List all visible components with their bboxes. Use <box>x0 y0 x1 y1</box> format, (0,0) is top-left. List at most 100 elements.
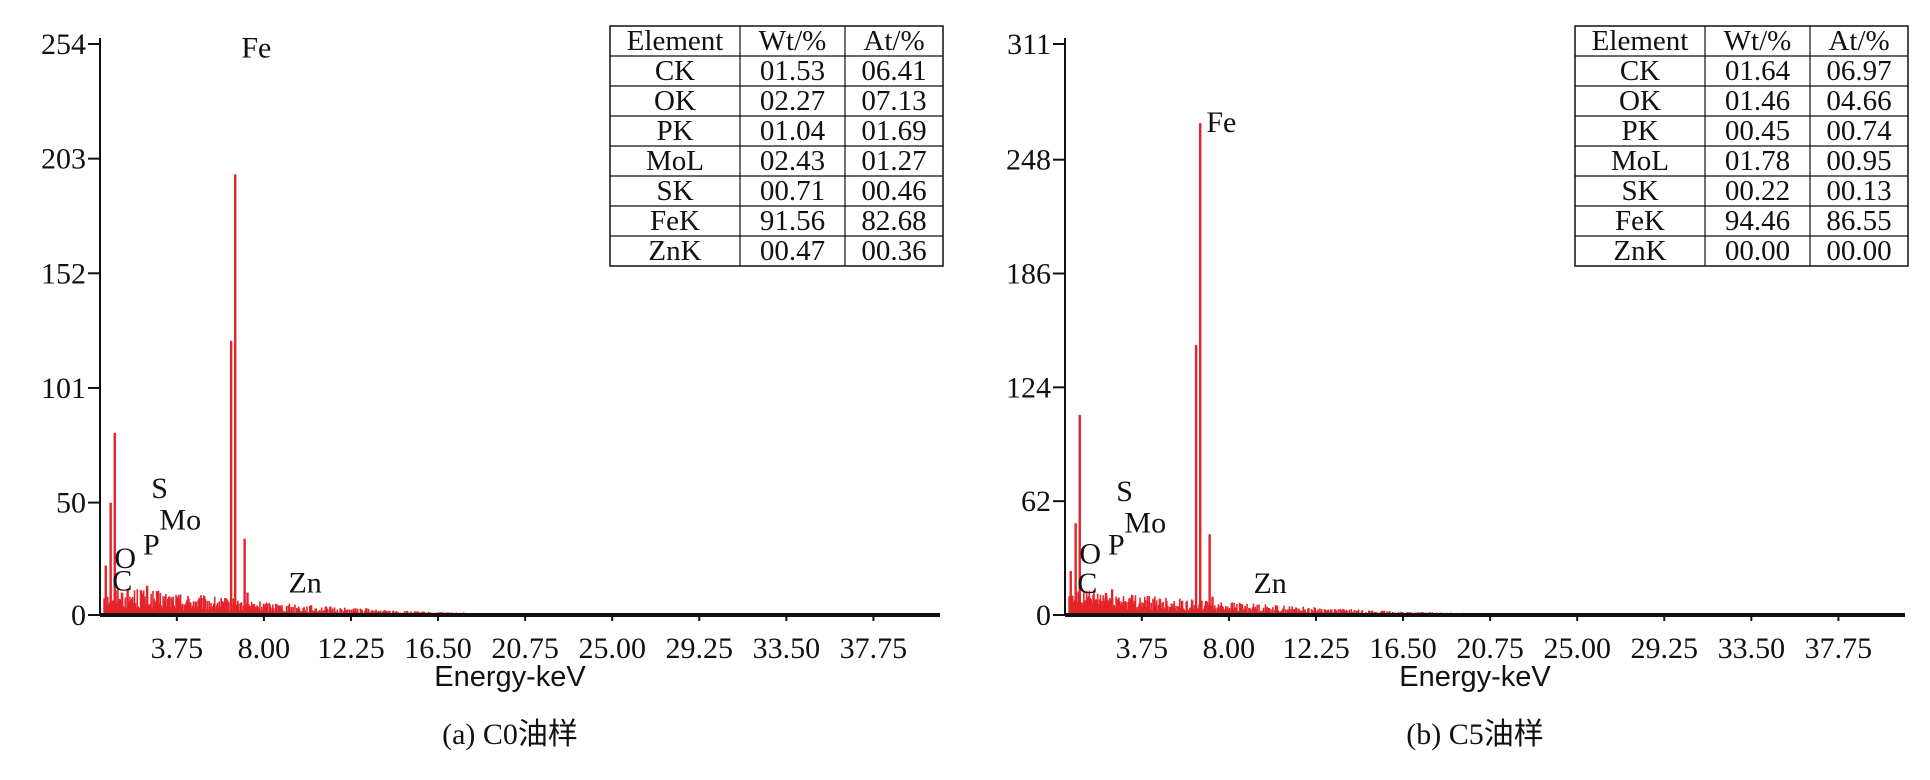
spectrum-chart-a: 0 50 101 152 203 254 3.75 8.00 12.25 16.50 20.75 25… <box>41 25 944 751</box>
table-cell: 86.55 <box>1826 205 1891 237</box>
peak-annotation: Mo <box>159 504 201 537</box>
table-cell: ZnK <box>1613 235 1666 267</box>
x-tick-label: 16.50 <box>404 632 472 665</box>
peak-annotation: P <box>143 528 160 561</box>
x-tick-label: 16.50 <box>1369 632 1437 665</box>
table-cell: 00.45 <box>1725 115 1790 147</box>
x-tick-label: 29.25 <box>1631 632 1699 665</box>
x-axis-label: Energy-keV <box>1399 661 1551 693</box>
figure-caption: (a) C0油样 <box>442 718 578 751</box>
peak-annotation: Zn <box>288 567 321 600</box>
table-cell: 82.68 <box>861 205 926 237</box>
y-tick-label: 152 <box>41 257 86 290</box>
table-cell: 01.27 <box>861 145 926 177</box>
table-header-cell: Wt/% <box>1724 25 1792 57</box>
y-tick-label: 50 <box>56 487 86 520</box>
table-cell: 01.64 <box>1725 55 1791 87</box>
y-tick-label: 62 <box>1021 485 1051 518</box>
table-cell: 91.56 <box>760 205 825 237</box>
x-tick-label: 3.75 <box>151 632 204 665</box>
peak-annotation: C <box>1077 567 1097 600</box>
table-header-cell: Element <box>627 25 724 57</box>
x-tick-label: 8.00 <box>1203 632 1256 665</box>
table-cell: 00.13 <box>1826 175 1891 207</box>
table-cell: 04.66 <box>1826 85 1891 117</box>
peak-annotation: O <box>1079 538 1101 571</box>
table-header-cell: At/% <box>1828 25 1889 57</box>
y-tick-label: 0 <box>1036 599 1051 632</box>
composition-table: Element Wt/% At/% CK 01.53 06.41 OK 02.27 07.13 P… <box>609 25 944 267</box>
peak-annotation: C <box>112 564 132 597</box>
y-tick-label: 248 <box>1006 144 1051 177</box>
table-header-cell: Element <box>1592 25 1689 57</box>
table-cell: ZnK <box>648 235 701 267</box>
table-header-cell: Wt/% <box>759 25 827 57</box>
table-cell: PK <box>656 115 693 147</box>
spectrum-figure-b: 0 62 124 186 248 311 3.75 8.00 12.25 16.50 20.75 25… <box>965 0 1930 780</box>
peak-bars <box>104 174 368 615</box>
table-cell: SK <box>1621 175 1658 207</box>
x-tick-label: 25.00 <box>578 632 646 665</box>
peak-annotation: P <box>1108 528 1125 561</box>
table-cell: 01.46 <box>1725 85 1790 117</box>
spectrum-chart-b: 0 62 124 186 248 311 3.75 8.00 12.25 16.50 20.75 25… <box>1006 25 1909 751</box>
table-cell: 00.46 <box>861 175 926 207</box>
table-cell: 01.53 <box>760 55 825 87</box>
y-tick-label: 203 <box>41 143 86 176</box>
x-tick-label: 8.00 <box>238 632 291 665</box>
y-tick-label: 124 <box>1006 371 1051 404</box>
table-cell: MoL <box>1611 145 1669 177</box>
table-cell: 07.13 <box>861 85 926 117</box>
x-tick-label: 20.75 <box>1456 632 1524 665</box>
x-tick-label: 12.25 <box>1282 632 1350 665</box>
x-tick-label: 12.25 <box>317 632 385 665</box>
table-cell: 94.46 <box>1725 205 1790 237</box>
y-tick-label: 101 <box>41 372 86 405</box>
x-tick-label: 25.00 <box>1543 632 1611 665</box>
table-cell: 00.22 <box>1725 175 1790 207</box>
table-cell: PK <box>1621 115 1658 147</box>
peak-bars <box>1069 122 1333 615</box>
peak-annotation: Zn <box>1253 567 1286 600</box>
table-cell: 00.36 <box>861 235 926 267</box>
table-cell: 01.78 <box>1725 145 1790 177</box>
x-tick-label: 29.25 <box>666 632 734 665</box>
x-tick-label: 3.75 <box>1116 632 1169 665</box>
table-cell: CK <box>1620 55 1660 87</box>
peak-annotation: S <box>1116 475 1133 508</box>
spectrum-figure-a: 0 50 101 152 203 254 3.75 8.00 12.25 16.50 20.75 25… <box>41 25 944 751</box>
peak-annotation: Mo <box>1124 506 1166 539</box>
table-cell: OK <box>654 85 696 117</box>
table-cell: 02.43 <box>760 145 825 177</box>
y-tick-label: 186 <box>1006 258 1051 291</box>
table-cell: 00.00 <box>1725 235 1790 267</box>
peak-annotation: Fe <box>1206 106 1236 139</box>
x-tick-label: 37.75 <box>840 632 908 665</box>
x-tick-label: 33.50 <box>1718 632 1786 665</box>
x-tick-label: 33.50 <box>753 632 821 665</box>
y-tick-label: 254 <box>41 28 86 61</box>
composition-table: Element Wt/% At/% CK 01.64 06.97 OK 01.46 04.66 P… <box>1574 25 1909 267</box>
table-cell: 00.47 <box>760 235 825 267</box>
table-header-cell: At/% <box>863 25 924 57</box>
table-cell: 01.04 <box>760 115 826 147</box>
table-cell: 00.74 <box>1826 115 1892 147</box>
peak-annotation: S <box>151 472 168 505</box>
noise-bars <box>103 588 470 615</box>
table-cell: 06.97 <box>1826 55 1891 87</box>
table-cell: MoL <box>646 145 704 177</box>
table-cell: CK <box>655 55 695 87</box>
figure-caption: (b) C5油样 <box>1406 718 1544 751</box>
table-cell: 00.95 <box>1826 145 1891 177</box>
peak-annotation: O <box>114 542 136 575</box>
table-cell: SK <box>656 175 693 207</box>
y-tick-label: 0 <box>71 599 86 632</box>
table-cell: 06.41 <box>861 55 926 87</box>
table-cell: 01.69 <box>861 115 926 147</box>
table-cell: 00.71 <box>760 175 825 207</box>
x-tick-label: 20.75 <box>491 632 559 665</box>
x-axis-label: Energy-keV <box>434 661 586 693</box>
table-cell: FeK <box>650 205 700 237</box>
table-cell: 00.00 <box>1826 235 1891 267</box>
table-cell: FeK <box>1615 205 1665 237</box>
